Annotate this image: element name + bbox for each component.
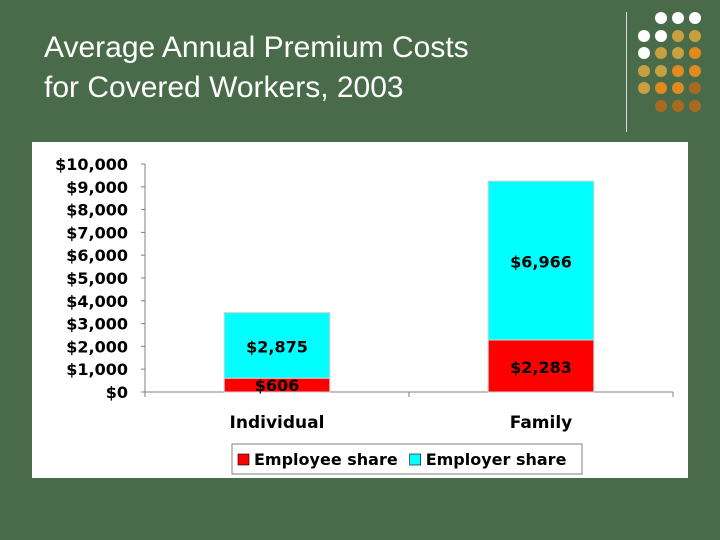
y-tick-label: $9,000: [66, 178, 128, 197]
decorative-dot: [638, 47, 650, 59]
decorative-dot: [655, 12, 667, 24]
decorative-dot: [689, 64, 701, 77]
data-label: $6,966: [510, 253, 572, 272]
bar-family-employee-share: [487, 339, 595, 393]
x-tick-label: Individual: [230, 413, 325, 433]
bar-individual-employer-share: [223, 312, 331, 379]
decorative-dot: [689, 47, 701, 59]
decorative-dot: [689, 82, 701, 94]
slide-title-line-1: Average Annual Premium Costs: [44, 31, 469, 64]
decorative-dot: [672, 82, 684, 94]
decorative-dot: [689, 12, 701, 24]
decorative-dot: [689, 99, 701, 112]
data-label: $2,875: [246, 337, 308, 356]
decorative-dot: [638, 82, 650, 94]
slide-title: Average Annual Premium Costs for Covered…: [44, 28, 604, 108]
decorative-dot: [655, 29, 667, 42]
decorative-dot: [655, 47, 667, 59]
x-tick-label: Family: [510, 413, 573, 433]
legend-swatch: [409, 453, 421, 466]
y-tick-label: $3,000: [66, 315, 128, 334]
legend-box: [231, 443, 583, 475]
legend-label: Employee share: [254, 450, 398, 469]
stacked-bar-chart: $0 $1,000 $2,000 $3,000 $4,000 $5,000 $6,000 $7…: [55, 155, 674, 475]
bar-family-employer-share: [487, 180, 595, 341]
decorative-dot: [638, 29, 650, 42]
decorative-dot: [655, 99, 667, 112]
decorative-dot: [672, 12, 684, 24]
decorative-dot: [672, 64, 684, 77]
y-tick-label: $1,000: [66, 360, 128, 379]
y-tick-label: $8,000: [66, 201, 128, 220]
data-label: $2,283: [510, 358, 572, 377]
decorative-dot: [655, 64, 667, 77]
y-tick-label: $0: [106, 383, 128, 402]
data-label: $606: [255, 376, 300, 395]
decorative-dot: [672, 29, 684, 42]
decorative-divider: [626, 12, 627, 132]
chart-panel: $0 $1,000 $2,000 $3,000 $4,000 $5,000 $6,000 $7…: [32, 142, 688, 478]
legend-swatch: [237, 453, 250, 466]
y-tick-label: $7,000: [66, 223, 128, 242]
y-tick-label: $2,000: [66, 337, 128, 356]
y-tick-label: $4,000: [66, 292, 128, 311]
decorative-dot: [689, 29, 701, 42]
y-tick-label: $5,000: [66, 269, 128, 288]
y-tick-label: $10,000: [55, 155, 128, 174]
slide-title-line-2: for Covered Workers, 2003: [44, 71, 404, 104]
decorative-dot: [638, 64, 650, 77]
decorative-dot: [655, 82, 667, 94]
decorative-dot: [672, 47, 684, 59]
decorative-dot: [672, 99, 684, 112]
legend-label: Employer share: [426, 450, 567, 469]
y-tick-label: $6,000: [66, 246, 128, 265]
decorative-dot-grid: [636, 10, 716, 120]
